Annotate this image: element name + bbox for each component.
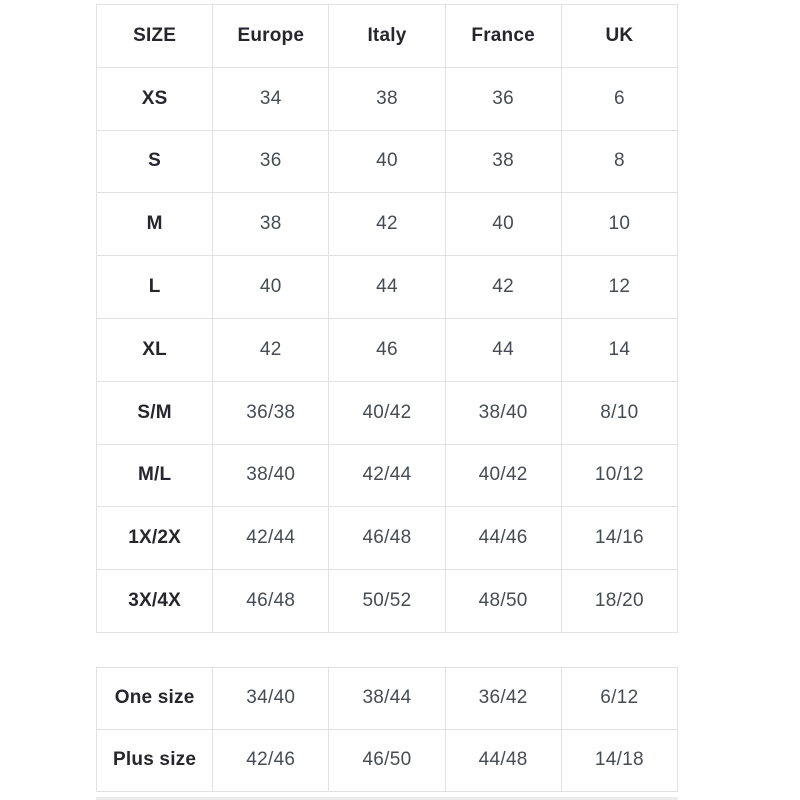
header-cell-italy: Italy bbox=[328, 4, 446, 68]
value-cell: 8 bbox=[560, 129, 679, 194]
value-cell: 42 bbox=[444, 255, 562, 319]
secondary-size-table: One size 34/40 38/44 36/42 6/12 Plus siz… bbox=[95, 666, 679, 792]
value-cell: 44/48 bbox=[444, 728, 562, 792]
value-cell: 38/40 bbox=[212, 443, 330, 508]
size-label-cell: XL bbox=[95, 317, 214, 382]
value-cell: 46 bbox=[328, 317, 446, 382]
value-cell: 42/46 bbox=[212, 728, 330, 792]
table-row-l: L 40 44 42 12 bbox=[95, 255, 679, 319]
cutoff-table-edge bbox=[96, 797, 678, 800]
table-row-3x4x: 3X/4X 46/48 50/52 48/50 18/20 bbox=[95, 569, 679, 633]
value-cell: 12 bbox=[560, 255, 679, 319]
value-cell: 38 bbox=[212, 192, 330, 257]
value-cell: 14/16 bbox=[560, 506, 679, 571]
size-label-cell: XS bbox=[95, 66, 214, 131]
secondary-table-wrap: One size 34/40 38/44 36/42 6/12 Plus siz… bbox=[95, 666, 679, 792]
value-cell: 42 bbox=[212, 317, 330, 382]
size-label-cell: L bbox=[95, 255, 214, 319]
value-cell: 36 bbox=[444, 66, 562, 131]
size-label-cell: S/M bbox=[95, 380, 214, 445]
value-cell: 44/46 bbox=[444, 506, 562, 571]
value-cell: 40/42 bbox=[328, 380, 446, 445]
value-cell: 46/48 bbox=[212, 569, 330, 633]
header-cell-uk: UK bbox=[560, 4, 679, 68]
main-size-table: SIZE Europe Italy France UK XS 34 38 36 … bbox=[95, 4, 679, 633]
table-row-1x2x: 1X/2X 42/44 46/48 44/46 14/16 bbox=[95, 506, 679, 571]
value-cell: 6/12 bbox=[560, 666, 679, 730]
value-cell: 40/42 bbox=[444, 443, 562, 508]
table-row-sm: S/M 36/38 40/42 38/40 8/10 bbox=[95, 380, 679, 445]
header-row: SIZE Europe Italy France UK bbox=[95, 4, 679, 68]
table-row-plus-size: Plus size 42/46 46/50 44/48 14/18 bbox=[95, 728, 679, 792]
size-conversion-chart: SIZE Europe Italy France UK XS 34 38 36 … bbox=[95, 4, 679, 792]
table-row-m: M 38 42 40 10 bbox=[95, 192, 679, 257]
value-cell: 42/44 bbox=[212, 506, 330, 571]
value-cell: 36/38 bbox=[212, 380, 330, 445]
value-cell: 8/10 bbox=[560, 380, 679, 445]
value-cell: 46/50 bbox=[328, 728, 446, 792]
size-label-cell: 1X/2X bbox=[95, 506, 214, 571]
value-cell: 6 bbox=[560, 66, 679, 131]
value-cell: 34 bbox=[212, 66, 330, 131]
value-cell: 40 bbox=[212, 255, 330, 319]
table-row-one-size: One size 34/40 38/44 36/42 6/12 bbox=[95, 666, 679, 730]
size-label-cell: S bbox=[95, 129, 214, 194]
header-cell-size: SIZE bbox=[95, 4, 214, 68]
value-cell: 40 bbox=[328, 129, 446, 194]
size-label-cell: One size bbox=[95, 666, 214, 730]
value-cell: 50/52 bbox=[328, 569, 446, 633]
size-label-cell: M bbox=[95, 192, 214, 257]
value-cell: 38/40 bbox=[444, 380, 562, 445]
value-cell: 38/44 bbox=[328, 666, 446, 730]
value-cell: 38 bbox=[328, 66, 446, 131]
value-cell: 40 bbox=[444, 192, 562, 257]
size-label-cell: Plus size bbox=[95, 728, 214, 792]
value-cell: 14/18 bbox=[560, 728, 679, 792]
value-cell: 18/20 bbox=[560, 569, 679, 633]
header-cell-france: France bbox=[444, 4, 562, 68]
table-row-xl: XL 42 46 44 14 bbox=[95, 317, 679, 382]
value-cell: 44 bbox=[444, 317, 562, 382]
size-label-cell: 3X/4X bbox=[95, 569, 214, 633]
value-cell: 44 bbox=[328, 255, 446, 319]
value-cell: 34/40 bbox=[212, 666, 330, 730]
size-label-cell: M/L bbox=[95, 443, 214, 508]
value-cell: 10/12 bbox=[560, 443, 679, 508]
value-cell: 38 bbox=[444, 129, 562, 194]
value-cell: 36/42 bbox=[444, 666, 562, 730]
table-row-s: S 36 40 38 8 bbox=[95, 129, 679, 194]
header-cell-europe: Europe bbox=[212, 4, 330, 68]
table-row-xs: XS 34 38 36 6 bbox=[95, 66, 679, 131]
value-cell: 36 bbox=[212, 129, 330, 194]
value-cell: 42/44 bbox=[328, 443, 446, 508]
value-cell: 14 bbox=[560, 317, 679, 382]
value-cell: 46/48 bbox=[328, 506, 446, 571]
table-row-ml: M/L 38/40 42/44 40/42 10/12 bbox=[95, 443, 679, 508]
value-cell: 48/50 bbox=[444, 569, 562, 633]
value-cell: 10 bbox=[560, 192, 679, 257]
value-cell: 42 bbox=[328, 192, 446, 257]
